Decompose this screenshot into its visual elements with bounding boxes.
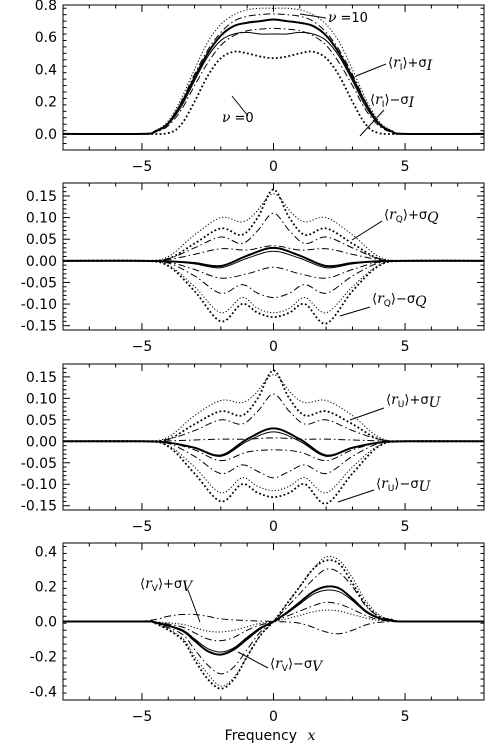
y-tick-label: 0.15	[26, 189, 57, 205]
annotation-label: ν =0	[222, 110, 254, 126]
series-line-7	[62, 440, 485, 462]
series-line-1	[62, 374, 485, 443]
annotation-leader	[187, 589, 201, 623]
series-line-2	[62, 369, 485, 443]
series-line-6	[62, 27, 485, 135]
series-line-2	[62, 7, 485, 135]
y-tick-label: 0.8	[35, 0, 57, 14]
annotation-label: ⟨rQ⟩−σQ	[372, 291, 427, 310]
y-tick-label: -0.15	[21, 499, 57, 515]
annotation-leader	[359, 109, 385, 137]
panel-I: 0.0 0.2 0.4 0.6 0.8 −5 0 5 ν =10 ⟨rI⟩+σI ν =0 ⟨rI⟩−σI	[35, 0, 485, 175]
y-tick-label: -0.4	[30, 684, 57, 700]
y-tick-label: 0.0	[35, 127, 57, 143]
annotation-label: ⟨rI⟩−σI	[370, 92, 415, 111]
annotation-label: ⟨rU⟩+σU	[386, 392, 442, 411]
x-tick-label: 5	[401, 519, 410, 535]
x-axis-label: Frequency x	[225, 728, 316, 744]
panels: 0.0 0.2 0.4 0.6 0.8 −5 0 5 ν =10 ⟨rI⟩+σI ν =0 ⟨rI⟩−σI…	[21, 0, 485, 725]
series-line-9	[62, 440, 485, 494]
x-tick-label: −5	[132, 709, 153, 725]
y-tick-label: 0.4	[35, 545, 57, 561]
panel-V: -0.4 -0.2 0.0 0.2 0.4 −5 0 5 ⟨rV⟩+σV ⟨rV⟩−σV	[30, 542, 485, 725]
series-line-9	[62, 260, 485, 314]
annotation-leader	[349, 407, 385, 421]
x-tick-label: −5	[132, 159, 153, 175]
series-line-10	[62, 259, 485, 325]
annotation-label: ν =10	[328, 10, 368, 26]
annotation-leader	[355, 63, 387, 77]
y-tick-label: 0.00	[26, 254, 57, 270]
series-line-6	[62, 601, 485, 642]
x-tick-label: 5	[401, 709, 410, 725]
annotation-leader	[339, 306, 371, 317]
x-tick-label: 0	[269, 709, 278, 725]
series-line-4	[62, 245, 485, 262]
annotation-leader	[299, 13, 327, 19]
series-line-5	[62, 589, 485, 653]
x-tick-label: −5	[132, 519, 153, 535]
y-tick-label: -0.05	[21, 456, 57, 472]
x-axis-label-text: Frequency	[225, 728, 297, 744]
series-line-6	[62, 431, 485, 457]
series-line-6	[62, 250, 485, 269]
annotation-label: ⟨rQ⟩+σQ	[384, 207, 439, 226]
annotation-leader	[237, 651, 269, 669]
series-line-2	[62, 188, 485, 262]
y-tick-label: 0.6	[35, 30, 57, 46]
series-line-5	[62, 246, 485, 268]
y-tick-label: 0.10	[26, 391, 57, 407]
x-tick-label: 0	[269, 339, 278, 355]
panel-Q: -0.15 -0.10 -0.05 0.00 0.05 0.10 0.15 −5 0 5 ⟨rQ⟩+…	[21, 182, 485, 355]
x-tick-label: −5	[132, 339, 153, 355]
x-tick-label: 0	[269, 159, 278, 175]
series-line-3	[62, 393, 485, 442]
y-tick-label: 0.10	[26, 211, 57, 227]
series-line-3	[62, 13, 485, 135]
series-line-8	[62, 440, 485, 479]
annotation-label: ⟨rV⟩+σV	[140, 576, 194, 595]
panel-frame	[62, 4, 485, 151]
series-line-3	[62, 568, 485, 675]
y-tick-label: 0.05	[26, 232, 57, 248]
y-tick-label: -0.2	[30, 649, 57, 665]
y-tick-label: 0.0	[35, 615, 57, 631]
x-tick-label: 0	[269, 519, 278, 535]
annotation-label: ⟨rU⟩−σU	[376, 476, 432, 495]
x-tick-label: 5	[401, 159, 410, 175]
annotation-leader	[231, 95, 249, 117]
y-tick-label: 0.4	[35, 62, 57, 78]
y-tick-label: 0.2	[35, 580, 57, 596]
series-line-5	[62, 18, 485, 136]
annotation-label: ⟨rV⟩−σV	[270, 656, 324, 675]
series-line-7	[62, 609, 485, 633]
series-line-4	[62, 437, 485, 442]
series-line-1	[62, 193, 485, 262]
y-tick-label: -0.10	[21, 477, 57, 493]
y-tick-label: 0.15	[26, 370, 57, 386]
y-tick-label: 0.05	[26, 413, 57, 429]
panel-U: -0.15 -0.10 -0.05 0.00 0.05 0.10 0.15 −5 0 5 ⟨rU⟩+…	[21, 363, 485, 535]
x-axis-label-var: x	[307, 728, 315, 744]
y-tick-label: 0.00	[26, 434, 57, 450]
series-line-5	[62, 427, 485, 457]
series-line-8	[62, 613, 485, 635]
y-tick-label: -0.05	[21, 275, 57, 291]
annotation-leader	[337, 489, 375, 503]
series-line-4	[62, 31, 485, 135]
annotation-label: ⟨rI⟩+σI	[388, 55, 433, 74]
annotation-leader	[351, 220, 383, 241]
x-tick-label: 5	[401, 339, 410, 355]
series-line-7	[62, 260, 485, 279]
series-line-8	[62, 260, 485, 299]
y-tick-label: 0.2	[35, 95, 57, 111]
y-tick-label: -0.15	[21, 319, 57, 335]
series-line-1	[62, 50, 485, 135]
series-line-4	[62, 585, 485, 656]
y-tick-label: -0.10	[21, 297, 57, 313]
